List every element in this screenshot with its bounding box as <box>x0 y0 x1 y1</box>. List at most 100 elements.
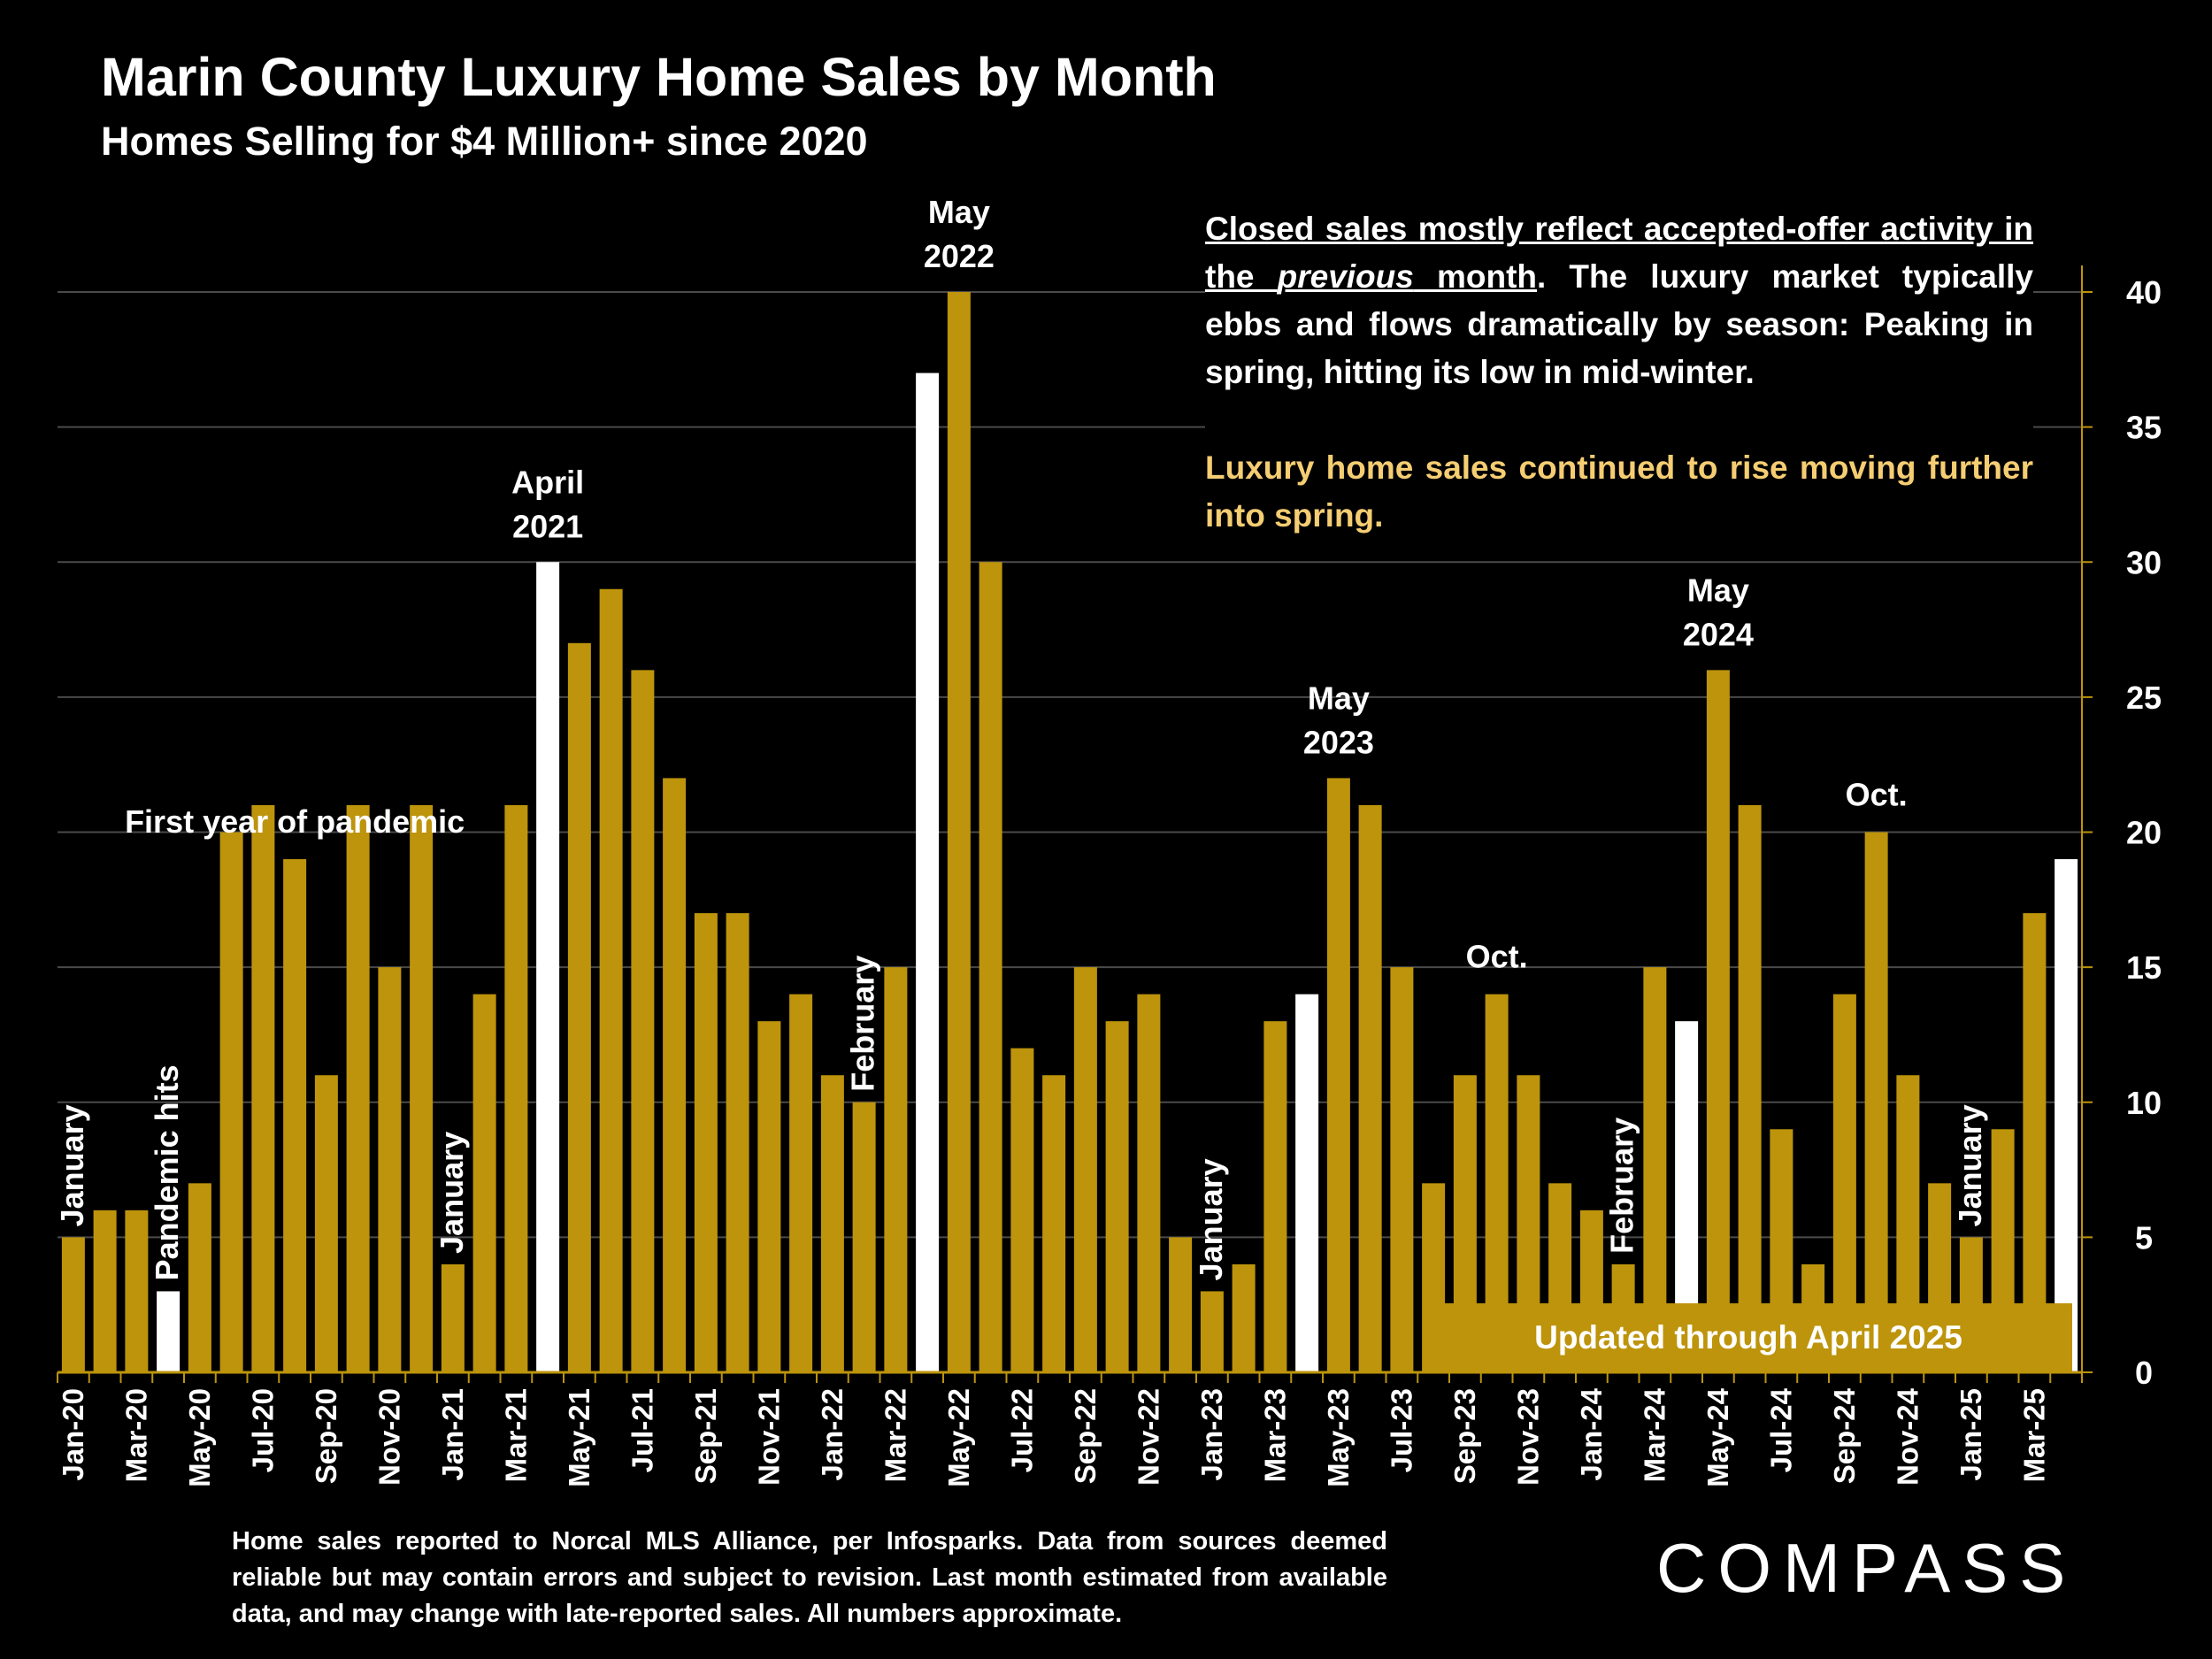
y-tick-label: 0 <box>2135 1355 2153 1391</box>
bar-mar-25 <box>2023 913 2047 1372</box>
x-tick-label: Mar-22 <box>879 1388 911 1482</box>
x-tick-label: Mar-25 <box>2017 1388 2050 1482</box>
bar-may-21 <box>567 642 591 1372</box>
annotation-label: January <box>434 1132 470 1254</box>
y-tick-label: 10 <box>2126 1085 2162 1121</box>
y-tick-label: 5 <box>2135 1219 2153 1256</box>
note-part3: . The luxury market typically ebbs and f… <box>1205 258 2034 390</box>
x-tick-label: Jan-21 <box>436 1388 469 1481</box>
bar-aug-22 <box>1042 1075 1066 1372</box>
bar-nov-20 <box>378 967 402 1372</box>
annotation-label: First year of pandemic <box>125 803 465 840</box>
bar-may-23 <box>1326 778 1350 1372</box>
bar-may-24 <box>1706 670 1730 1372</box>
bar-jan-20 <box>61 1237 85 1372</box>
annotation-label: January <box>54 1104 90 1226</box>
x-tick-label: May-23 <box>1322 1388 1355 1487</box>
x-tick-label: Jan-22 <box>816 1388 849 1481</box>
bar-jun-21 <box>599 588 623 1372</box>
annotation-label: January <box>1193 1158 1229 1280</box>
x-tick-label: Sep-21 <box>689 1388 722 1484</box>
x-tick-label: Nov-23 <box>1511 1388 1544 1486</box>
x-tick-label: May-24 <box>1701 1387 1734 1487</box>
annotation-label: May 2023 <box>1303 680 1374 760</box>
x-tick-label: Sep-24 <box>1828 1387 1861 1484</box>
bar-jul-22 <box>1010 1048 1034 1372</box>
bar-apr-22 <box>916 373 940 1373</box>
bar-feb-20 <box>93 1210 117 1372</box>
annotation-label: January <box>1952 1104 1988 1226</box>
bar-sep-22 <box>1073 967 1097 1372</box>
bar-jul-23 <box>1390 967 1414 1372</box>
y-tick-label: 15 <box>2126 949 2162 986</box>
x-tick-label: Sep-20 <box>310 1388 342 1484</box>
bar-aug-21 <box>663 778 687 1372</box>
y-tick-label: 40 <box>2126 274 2162 311</box>
bar-oct-20 <box>346 804 370 1372</box>
compass-logo: COMPASS <box>1656 1529 2078 1607</box>
bar-nov-21 <box>757 1021 781 1372</box>
x-tick-label: Sep-23 <box>1448 1388 1481 1484</box>
bar-feb-21 <box>472 994 496 1372</box>
bar-dec-22 <box>1169 1237 1193 1372</box>
bar-jan-22 <box>820 1075 844 1372</box>
bar-feb-23 <box>1232 1263 1256 1372</box>
bar-aug-20 <box>283 859 307 1372</box>
x-tick-label: Sep-22 <box>1069 1388 1102 1484</box>
x-tick-label: Nov-24 <box>1891 1387 1924 1486</box>
annotation-label: February <box>1604 1118 1640 1254</box>
bar-oct-24 <box>1864 832 1888 1372</box>
updated-badge: Updated through April 2025 <box>1425 1303 2072 1371</box>
bar-mar-20 <box>125 1210 149 1372</box>
bar-jan-23 <box>1200 1291 1224 1372</box>
x-tick-label: Jul-24 <box>1764 1387 1797 1472</box>
annotation-label: Pandemic hits <box>149 1064 185 1280</box>
annotation-label: February <box>845 956 881 1092</box>
x-tick-label: Jul-20 <box>246 1388 279 1472</box>
bar-mar-23 <box>1263 1021 1287 1372</box>
x-tick-label: Mar-20 <box>119 1388 152 1482</box>
note-part2: month <box>1413 258 1537 295</box>
bar-mar-22 <box>884 967 908 1372</box>
bar-feb-22 <box>852 1102 876 1372</box>
x-tick-label: May-22 <box>942 1388 975 1487</box>
y-tick-label: 25 <box>2126 680 2162 716</box>
x-tick-label: May-20 <box>183 1388 216 1487</box>
x-tick-label: May-21 <box>563 1388 595 1487</box>
annotation-label: May 2024 <box>1683 572 1754 652</box>
bar-apr-20 <box>157 1291 180 1372</box>
x-tick-label: Mar-24 <box>1638 1387 1671 1482</box>
bar-mar-21 <box>504 804 528 1372</box>
bar-oct-21 <box>726 913 749 1372</box>
bar-apr-25 <box>2055 859 2078 1372</box>
x-tick-label: Nov-20 <box>373 1388 405 1486</box>
note-part1: Closed sales mostly reflect accepted-off… <box>1205 211 2033 295</box>
bar-sep-21 <box>694 913 718 1372</box>
bar-sep-20 <box>314 1075 338 1372</box>
bar-jun-20 <box>219 832 243 1372</box>
note-highlight: Luxury home sales continued to rise movi… <box>1205 449 2033 534</box>
y-tick-label: 35 <box>2126 410 2162 446</box>
x-tick-label: Jul-21 <box>626 1388 658 1472</box>
note-italic: previous <box>1277 258 1414 295</box>
note-main: Closed sales mostly reflect accepted-off… <box>1205 205 2033 396</box>
x-tick-label: Jan-23 <box>1195 1388 1228 1481</box>
annotation-label: Oct. <box>1846 777 1908 813</box>
chart-title: Marin County Luxury Home Sales by Month <box>101 47 1217 107</box>
bar-may-22 <box>947 292 971 1372</box>
bar-may-20 <box>188 1183 211 1372</box>
x-tick-label: Jan-20 <box>57 1388 89 1481</box>
bar-apr-23 <box>1295 994 1319 1372</box>
bar-jun-23 <box>1358 804 1382 1372</box>
annotation-label: May 2022 <box>924 194 995 274</box>
annotation-note: Closed sales mostly reflect accepted-off… <box>1205 202 2033 547</box>
source-footnote: Home sales reported to Norcal MLS Allian… <box>232 1527 1387 1628</box>
x-tick-label: Nov-22 <box>1132 1388 1164 1486</box>
x-tick-label: Jan-24 <box>1575 1387 1608 1480</box>
bar-oct-22 <box>1105 1021 1129 1372</box>
bar-jun-24 <box>1738 804 1762 1372</box>
bar-jul-20 <box>251 804 275 1372</box>
bar-dec-20 <box>410 804 434 1372</box>
x-tick-label: Jul-22 <box>1005 1388 1038 1472</box>
